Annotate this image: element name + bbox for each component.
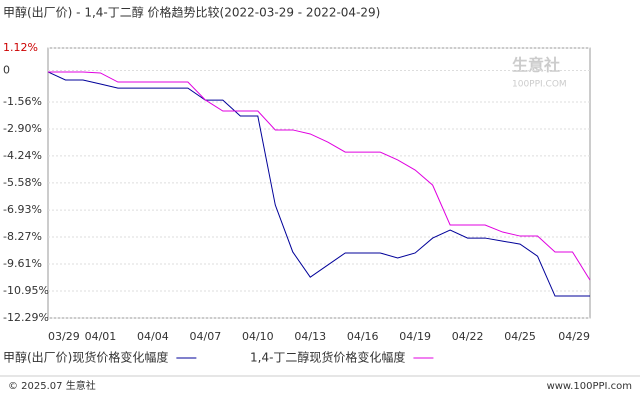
y-tick-label: -5.58%: [3, 176, 42, 189]
footer-right: www.100PPI.com: [547, 381, 632, 392]
y-tick-label: -10.95%: [3, 284, 49, 297]
y-tick-label: -4.24%: [3, 149, 42, 162]
x-tick-label: 04/29: [558, 330, 590, 343]
x-tick-label: 03/29: [48, 330, 80, 343]
y-tick-label: -1.56%: [3, 95, 42, 108]
watermark: 生意社: [512, 56, 560, 75]
y-tick-label: -6.93%: [3, 203, 42, 216]
x-tick-label: 04/07: [190, 330, 222, 343]
x-tick-label: 04/16: [347, 330, 379, 343]
series-line: [47, 71, 590, 297]
x-tick-label: 04/22: [452, 330, 484, 343]
y-tick-label: -9.61%: [3, 257, 42, 270]
legend-label: 1,4-丁二醇现货价格变化幅度: [250, 350, 405, 365]
x-tick-label: 04/04: [137, 330, 169, 343]
x-tick-label: 04/13: [294, 330, 326, 343]
x-tick-label: 04/19: [399, 330, 431, 343]
x-tick-label: 04/01: [85, 330, 117, 343]
y-tick-label: -2.90%: [3, 122, 42, 135]
y-tick-label: -12.29%: [3, 311, 49, 324]
legend-label: 甲醇(出厂价)现货价格变化幅度: [3, 350, 168, 365]
chart-title: 甲醇(出厂价) - 1,4-丁二醇 价格趋势比较(2022-03-29 - 20…: [3, 5, 380, 20]
y-tick-label: -8.27%: [3, 230, 42, 243]
y-tick-label: 1.12%: [3, 41, 38, 54]
y-tick-label: 0: [3, 64, 10, 77]
series-line: [48, 71, 591, 281]
watermark: 100PPI.COM: [512, 80, 567, 90]
x-tick-label: 04/25: [504, 330, 536, 343]
x-tick-label: 04/10: [242, 330, 274, 343]
footer-left: © 2025.07 生意社: [8, 379, 96, 392]
